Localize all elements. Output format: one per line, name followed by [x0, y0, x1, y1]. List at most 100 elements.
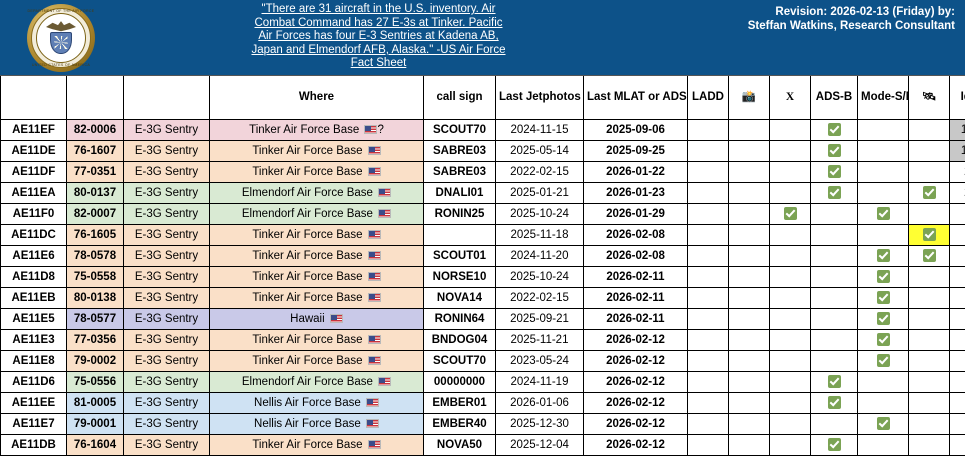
cell-adsb[interactable] — [810, 244, 858, 267]
cell-ladd[interactable] — [687, 286, 729, 309]
cell-x[interactable] — [769, 349, 811, 372]
cell-camera[interactable] — [728, 118, 770, 141]
cell-adsb[interactable] — [810, 412, 858, 435]
cell-x[interactable] — [769, 244, 811, 267]
cell-satellite[interactable] — [908, 244, 950, 267]
cell-x[interactable] — [769, 412, 811, 435]
cell-adsb[interactable] — [810, 370, 858, 393]
cell-camera[interactable] — [728, 328, 770, 351]
cell-camera[interactable] — [728, 391, 770, 414]
cell-modes-mlat[interactable] — [857, 433, 909, 456]
cell-adsb[interactable] — [810, 202, 858, 225]
column-header-tail[interactable] — [66, 76, 124, 120]
cell-modes-mlat[interactable] — [857, 391, 909, 414]
cell-x[interactable] — [769, 433, 811, 456]
cell-modes-mlat[interactable] — [857, 160, 909, 183]
cell-ladd[interactable] — [687, 307, 729, 330]
cell-modes-mlat[interactable] — [857, 118, 909, 141]
cell-camera[interactable] — [728, 202, 770, 225]
table-row[interactable]: AE11E5 78-0577 E-3G Sentry Hawaii RONIN64 20… — [0, 307, 965, 330]
column-header-x[interactable]: X — [769, 76, 811, 120]
cell-camera[interactable] — [728, 160, 770, 183]
table-row[interactable]: AE11DB 76-1604 E-3G Sentry Tinker Air Force… — [0, 433, 965, 456]
cell-x[interactable] — [769, 391, 811, 414]
cell-camera[interactable] — [728, 244, 770, 267]
cell-ladd[interactable] — [687, 265, 729, 288]
table-row[interactable]: AE11E6 78-0578 E-3G Sentry Tinker Air Force… — [0, 244, 965, 267]
cell-ladd[interactable] — [687, 244, 729, 267]
table-row[interactable]: AE11E7 79-0001 E-3G Sentry Nellis Air Force… — [0, 412, 965, 435]
cell-satellite[interactable] — [908, 349, 950, 372]
table-row[interactable]: AE11EF 82-0006 E-3G Sentry Tinker Air Force… — [0, 118, 965, 141]
air-force-fact-sheet-quote-link[interactable]: "There are 31 aircraft in the U.S. inven… — [251, 3, 506, 70]
cell-satellite[interactable] — [908, 328, 950, 351]
cell-camera[interactable] — [728, 370, 770, 393]
cell-modes-mlat[interactable] — [857, 139, 909, 162]
table-row[interactable]: AE11E3 77-0356 E-3G Sentry Tinker Air Force… — [0, 328, 965, 351]
cell-satellite[interactable] — [908, 181, 950, 204]
cell-x[interactable] — [769, 202, 811, 225]
cell-ladd[interactable] — [687, 160, 729, 183]
cell-x[interactable] — [769, 286, 811, 309]
cell-ladd[interactable] — [687, 328, 729, 351]
table-row[interactable]: AE11D8 75-0558 E-3G Sentry Tinker Air Force… — [0, 265, 965, 288]
column-header-where[interactable]: Where — [209, 76, 424, 120]
table-row[interactable]: AE11EA 80-0137 E-3G Sentry Elmendorf Air Fo… — [0, 181, 965, 204]
cell-adsb[interactable] — [810, 286, 858, 309]
cell-adsb[interactable] — [810, 223, 858, 246]
column-header-hex[interactable] — [0, 76, 67, 120]
cell-modes-mlat[interactable] — [857, 265, 909, 288]
cell-satellite[interactable] — [908, 391, 950, 414]
table-row[interactable]: AE11EE 81-0005 E-3G Sentry Nellis Air Force… — [0, 391, 965, 414]
cell-modes-mlat[interactable] — [857, 328, 909, 351]
cell-camera[interactable] — [728, 181, 770, 204]
column-header-idle[interactable]: Idle — [949, 76, 965, 120]
cell-camera[interactable] — [728, 286, 770, 309]
cell-camera[interactable] — [728, 433, 770, 456]
table-row[interactable]: AE11EB 80-0138 E-3G Sentry Tinker Air Force… — [0, 286, 965, 309]
cell-x[interactable] — [769, 139, 811, 162]
column-header-call-sign[interactable]: call sign — [423, 76, 496, 120]
cell-satellite[interactable] — [908, 202, 950, 225]
cell-x[interactable] — [769, 160, 811, 183]
cell-ladd[interactable] — [687, 223, 729, 246]
cell-adsb[interactable] — [810, 391, 858, 414]
cell-adsb[interactable] — [810, 181, 858, 204]
cell-camera[interactable] — [728, 139, 770, 162]
cell-adsb[interactable] — [810, 265, 858, 288]
cell-camera[interactable] — [728, 265, 770, 288]
cell-satellite[interactable] — [908, 160, 950, 183]
cell-modes-mlat[interactable] — [857, 181, 909, 204]
cell-ladd[interactable] — [687, 139, 729, 162]
table-row[interactable]: AE11F0 82-0007 E-3G Sentry Elmendorf Air Fo… — [0, 202, 965, 225]
cell-camera[interactable] — [728, 223, 770, 246]
cell-x[interactable] — [769, 223, 811, 246]
cell-satellite[interactable] — [908, 433, 950, 456]
cell-ladd[interactable] — [687, 181, 729, 204]
table-row[interactable]: AE11DF 77-0351 E-3G Sentry Tinker Air Force… — [0, 160, 965, 183]
cell-modes-mlat[interactable] — [857, 370, 909, 393]
cell-ladd[interactable] — [687, 370, 729, 393]
cell-ladd[interactable] — [687, 349, 729, 372]
cell-modes-mlat[interactable] — [857, 412, 909, 435]
cell-satellite[interactable] — [908, 370, 950, 393]
cell-ladd[interactable] — [687, 391, 729, 414]
cell-satellite[interactable] — [908, 286, 950, 309]
table-row[interactable]: AE11D6 75-0556 E-3G Sentry Elmendorf Air Fo… — [0, 370, 965, 393]
camera-icon[interactable]: 📸 — [728, 76, 770, 120]
column-header-type[interactable] — [123, 76, 210, 120]
cell-x[interactable] — [769, 265, 811, 288]
cell-modes-mlat[interactable] — [857, 244, 909, 267]
cell-satellite[interactable] — [908, 139, 950, 162]
table-row[interactable]: AE11DE 76-1607 E-3G Sentry Tinker Air Force… — [0, 139, 965, 162]
cell-adsb[interactable] — [810, 349, 858, 372]
column-header-ladd[interactable]: LADD — [687, 76, 729, 120]
cell-adsb[interactable] — [810, 433, 858, 456]
cell-ladd[interactable] — [687, 412, 729, 435]
cell-modes-mlat[interactable] — [857, 307, 909, 330]
column-header-last-jetphotos[interactable]: Last Jetphotos — [495, 76, 584, 120]
cell-satellite[interactable] — [908, 223, 950, 246]
table-row[interactable]: AE11DC 76-1605 E-3G Sentry Tinker Air Force… — [0, 223, 965, 246]
cell-ladd[interactable] — [687, 202, 729, 225]
cell-adsb[interactable] — [810, 139, 858, 162]
